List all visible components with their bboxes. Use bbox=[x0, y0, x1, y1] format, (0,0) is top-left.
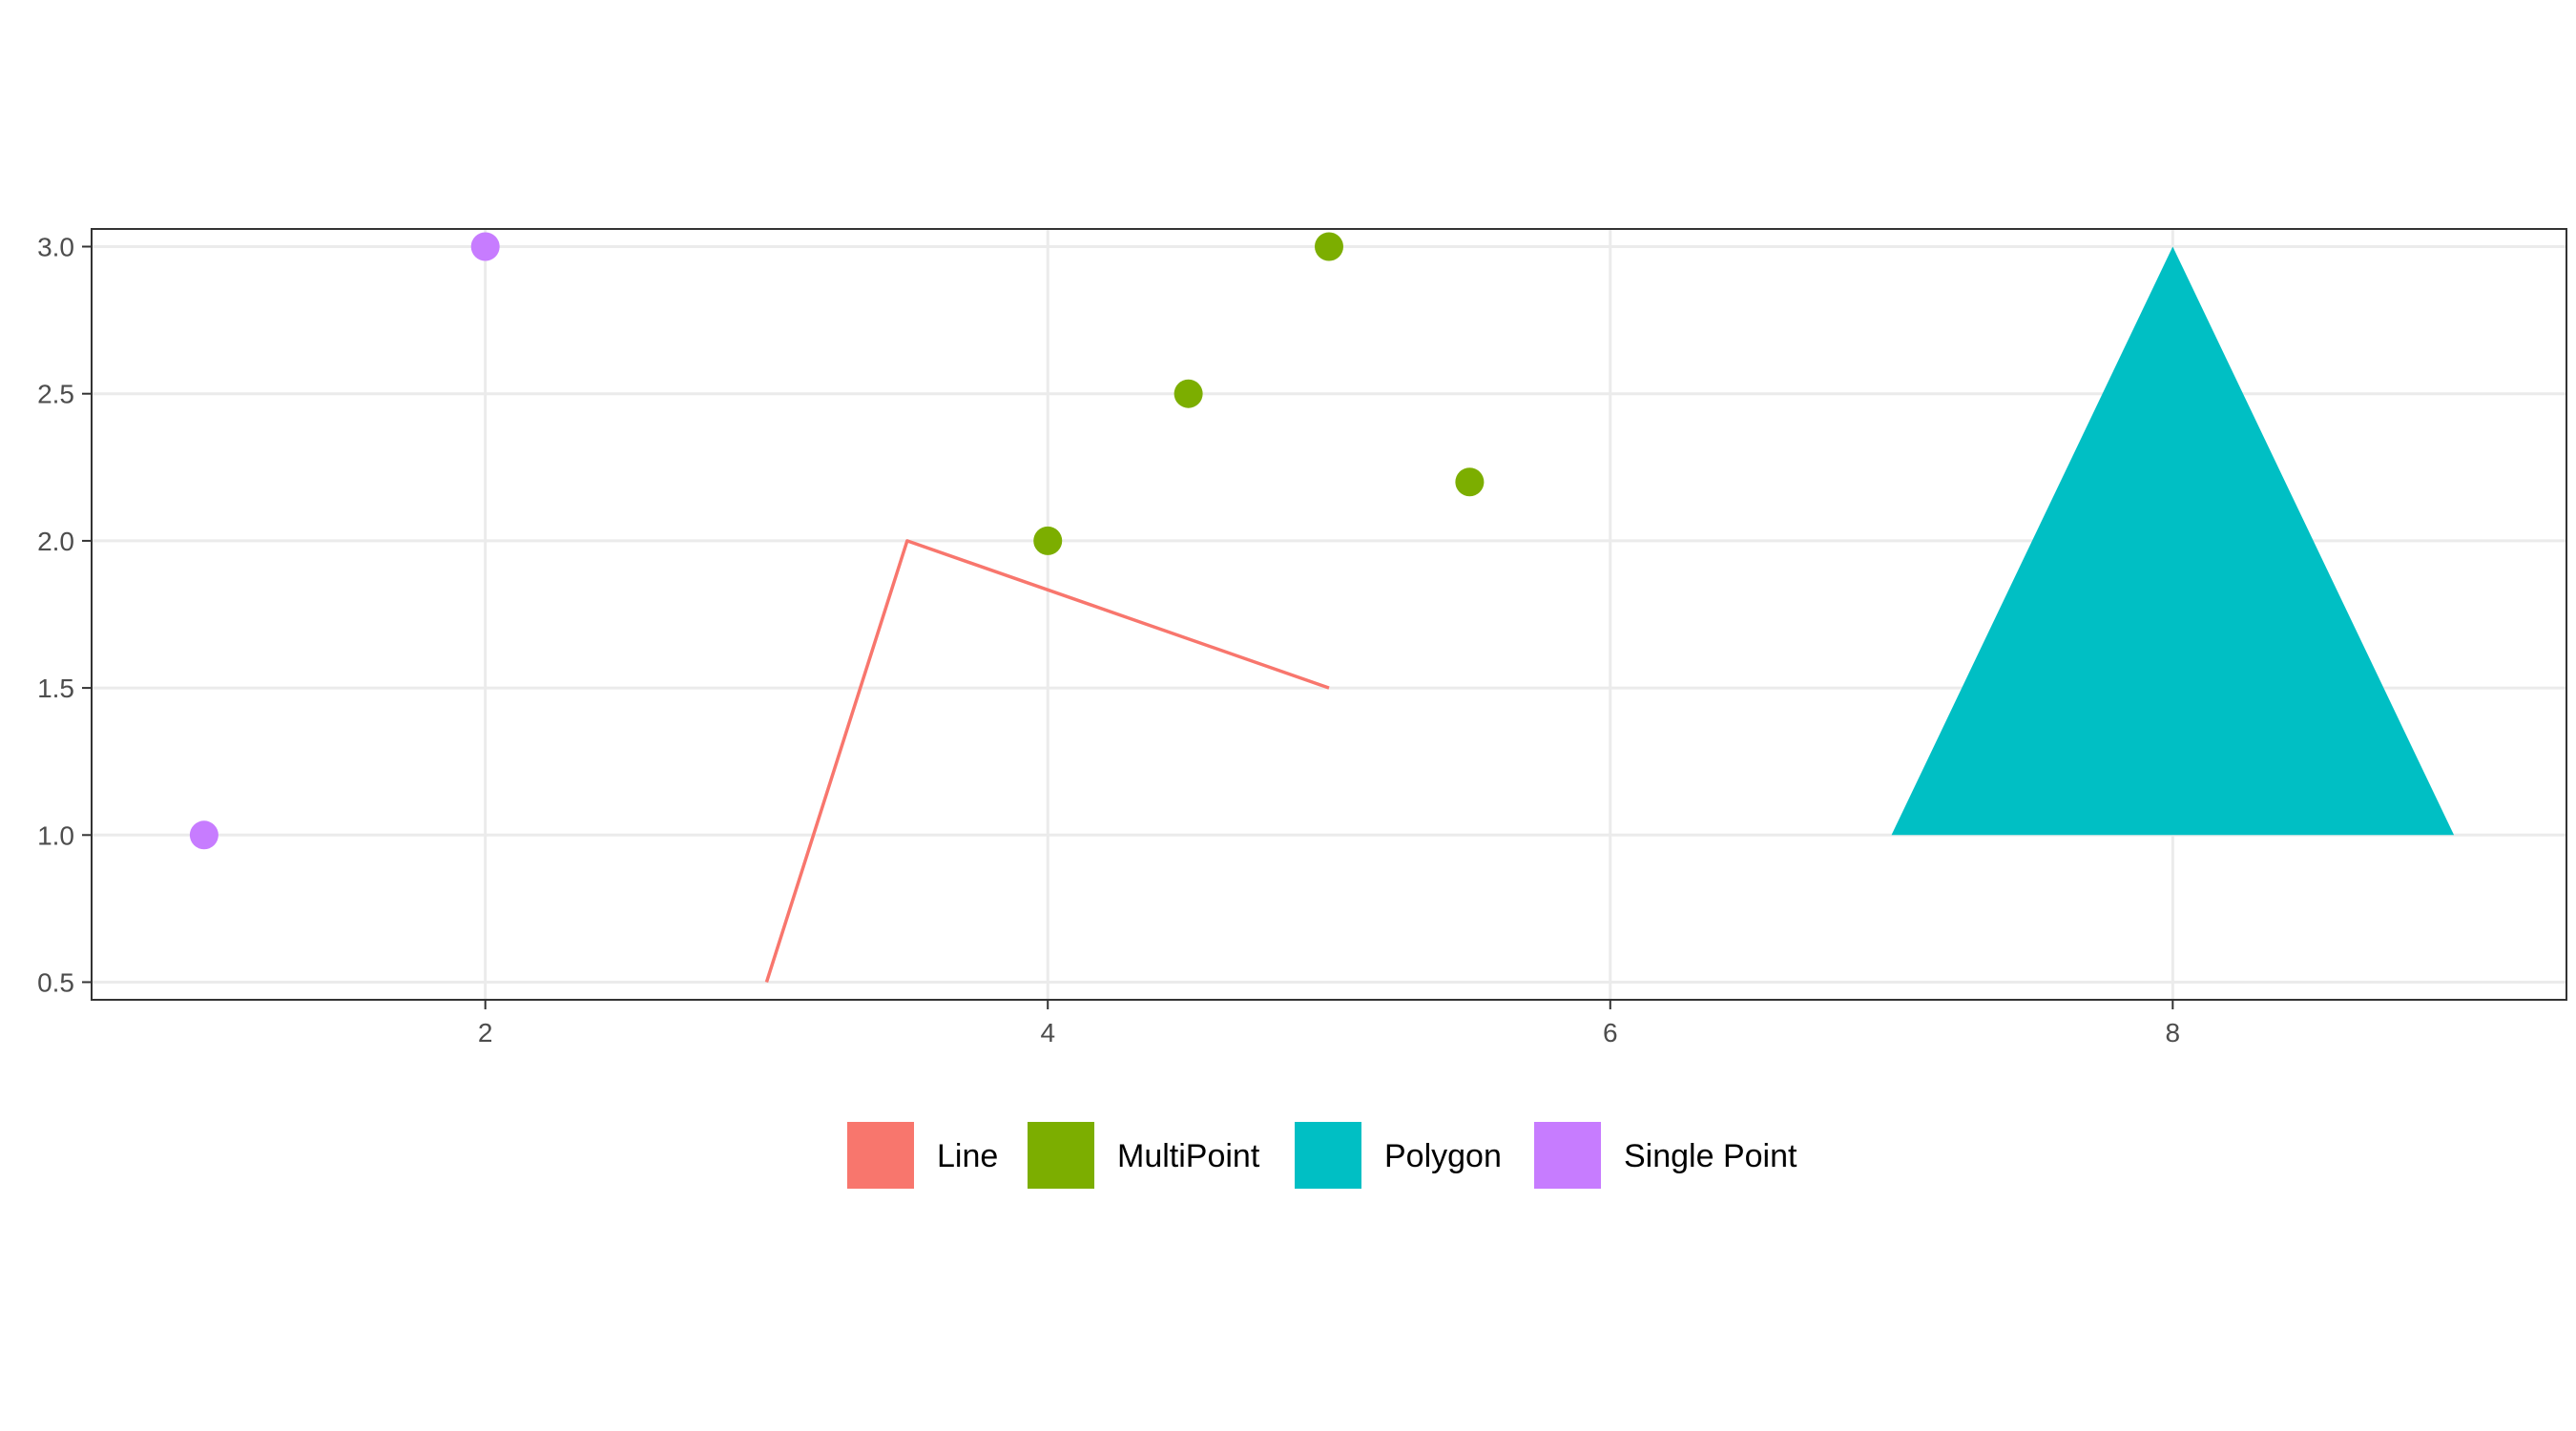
legend-label: Polygon bbox=[1384, 1138, 1502, 1174]
single-point-marker bbox=[189, 820, 218, 850]
y-tick-label: 2.5 bbox=[37, 380, 74, 409]
multipoint-marker bbox=[1455, 467, 1485, 497]
panel-border bbox=[91, 228, 2567, 1001]
single-point-marker bbox=[470, 232, 500, 261]
x-tick-label: 4 bbox=[1040, 1018, 1055, 1047]
legend-key bbox=[1534, 1122, 1601, 1189]
legend-key bbox=[1295, 1122, 1361, 1189]
legend: Line MultiPoint Polygon Single Point bbox=[847, 1122, 1797, 1189]
legend-label: Line bbox=[937, 1138, 998, 1174]
legend-key bbox=[1028, 1122, 1094, 1189]
multipoint-marker bbox=[1033, 526, 1063, 555]
axes: 2 4 6 8 0.5 1.0 1.5 2.0 2.5 3.0 bbox=[37, 233, 2180, 1047]
x-tick-label: 2 bbox=[478, 1018, 493, 1047]
line-path bbox=[764, 539, 1330, 984]
legend-item: Line bbox=[847, 1122, 998, 1189]
polygon-shape bbox=[1891, 246, 2455, 836]
multipoint-marker bbox=[1174, 379, 1203, 408]
legend-key bbox=[847, 1122, 914, 1189]
legend-item: Polygon bbox=[1295, 1122, 1502, 1189]
y-tick-label: 1.5 bbox=[37, 674, 74, 703]
y-tick-label: 1.0 bbox=[37, 820, 74, 850]
multipoint-marker bbox=[1315, 232, 1343, 261]
legend-item: MultiPoint bbox=[1028, 1122, 1260, 1189]
x-tick-label: 8 bbox=[2166, 1018, 2181, 1047]
x-tick-label: 6 bbox=[1603, 1018, 1618, 1047]
legend-item: Single Point bbox=[1534, 1122, 1797, 1189]
legend-label: MultiPoint bbox=[1117, 1138, 1260, 1174]
y-tick-label: 2.0 bbox=[37, 527, 74, 556]
y-tick-label: 0.5 bbox=[37, 967, 74, 997]
legend-label: Single Point bbox=[1624, 1138, 1797, 1174]
y-tick-label: 3.0 bbox=[37, 233, 74, 262]
plot-marks bbox=[189, 232, 2455, 984]
